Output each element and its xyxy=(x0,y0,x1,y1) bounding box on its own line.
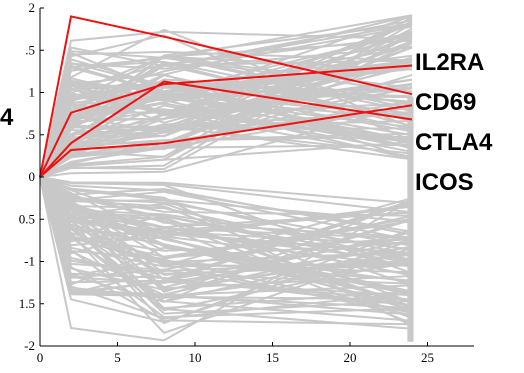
x-tick-label: 15 xyxy=(266,350,279,365)
background-profile-line xyxy=(39,176,413,296)
background-profile-line xyxy=(39,176,413,263)
background-profile-line xyxy=(39,176,413,295)
y-tick-label: .5 xyxy=(25,42,35,57)
legend-label: CTLA4 xyxy=(415,129,493,156)
y-tick-labels: 2.51.500.5-11.5-2 xyxy=(19,0,44,353)
y-tick-label: 1.5 xyxy=(19,296,35,311)
x-tick-labels: 0 5 10 15 20 25 xyxy=(37,342,434,365)
highlighted-series-line xyxy=(39,80,413,178)
background-profile-lines xyxy=(39,14,414,342)
legend: IL2RA CD69 CTLA4 ICOS xyxy=(415,49,493,196)
background-profile-line xyxy=(39,176,413,275)
highlighted-series-line xyxy=(39,15,413,178)
highlighted-series-line xyxy=(39,64,413,178)
y-tick-label: .5 xyxy=(25,127,35,142)
background-profile-line xyxy=(39,64,413,178)
x-tick-label: 10 xyxy=(189,350,202,365)
y-tick-label: -2 xyxy=(24,338,35,353)
background-profile-line xyxy=(39,22,413,178)
background-profile-line xyxy=(39,46,413,178)
background-profile-line xyxy=(39,176,413,223)
background-profile-line xyxy=(39,176,413,277)
background-profile-line xyxy=(39,34,413,178)
background-profile-line xyxy=(39,176,413,236)
background-profile-line xyxy=(39,176,413,267)
x-tick-label: 0 xyxy=(37,350,44,365)
background-profile-line xyxy=(39,103,413,178)
highlighted-gene-lines xyxy=(39,15,413,178)
background-profile-line xyxy=(39,143,413,178)
x-tick-label: 5 xyxy=(114,350,121,365)
background-profile-line xyxy=(39,176,413,233)
background-profile-line xyxy=(39,19,413,178)
background-profile-line xyxy=(39,176,413,304)
y-axis-label-partial: 4 xyxy=(0,104,14,131)
highlighted-series-line xyxy=(39,104,413,178)
background-profile-line xyxy=(39,176,413,285)
legend-label: ICOS xyxy=(415,169,474,196)
y-tick-label: 1 xyxy=(29,85,36,100)
y-tick-label: 0 xyxy=(29,169,36,184)
y-tick-label: 2 xyxy=(29,0,36,15)
background-profile-line xyxy=(39,56,413,178)
legend-label: CD69 xyxy=(415,89,476,116)
background-profile-line xyxy=(39,65,413,178)
dense-profile-band xyxy=(407,96,414,342)
x-tick-label: 25 xyxy=(421,350,434,365)
y-tick-label: 0.5 xyxy=(19,211,35,226)
y-tick-label: -1 xyxy=(24,254,35,269)
background-profile-line xyxy=(39,176,413,268)
x-tick-label: 20 xyxy=(344,350,357,365)
legend-label: IL2RA xyxy=(415,49,484,76)
